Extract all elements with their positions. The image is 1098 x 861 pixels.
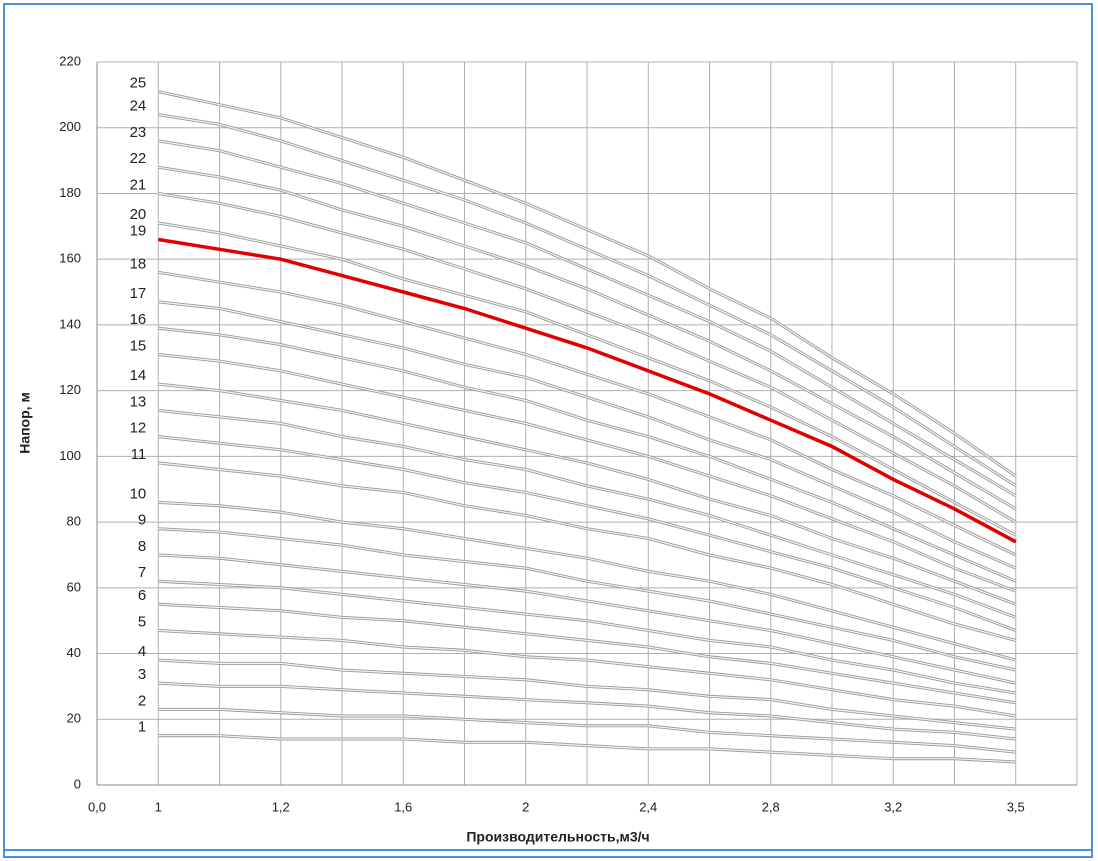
curve-inner <box>158 271 1017 556</box>
series-label: 12 <box>130 420 147 437</box>
series-label: 11 <box>131 446 147 463</box>
series-label: 4 <box>138 643 146 660</box>
series-label: 3 <box>138 666 146 683</box>
curve-inner <box>158 114 1017 487</box>
y-tick-label: 140 <box>59 316 81 331</box>
x-tick-label: 2 <box>522 799 529 814</box>
curve-inner <box>158 353 1017 592</box>
curve-inner <box>158 528 1016 671</box>
y-tick-label: 200 <box>59 119 81 134</box>
curve-inner <box>158 501 1016 661</box>
x-tick-label: 3,5 <box>1007 799 1025 814</box>
y-tick-label: 100 <box>59 448 81 463</box>
series-label: 14 <box>130 367 147 384</box>
curve-inner <box>158 383 1017 605</box>
curve-inner <box>158 682 1016 740</box>
series-label: 19 <box>130 222 147 239</box>
curve-inner <box>158 708 1016 753</box>
curve-inner <box>158 327 1017 582</box>
curve-inner <box>158 91 1017 477</box>
series-label: 20 <box>130 206 147 223</box>
x-tick-label: 2,4 <box>639 799 657 814</box>
curve-inner <box>158 166 1017 510</box>
series-label: 8 <box>138 538 146 555</box>
y-tick-label: 80 <box>67 514 81 529</box>
series-label: 1 <box>138 719 146 736</box>
series-label: 25 <box>130 75 147 92</box>
curve-inner <box>158 580 1016 694</box>
series-label: 7 <box>138 564 146 581</box>
series-label: 16 <box>130 311 147 328</box>
curve-inner <box>158 603 1016 704</box>
x-tick-label: 1 <box>155 799 162 814</box>
curve-inner <box>158 301 1017 569</box>
curve-inner <box>158 140 1017 497</box>
series-label: 22 <box>130 150 147 167</box>
curve-inner <box>158 659 1016 730</box>
x-tick-label: 0,0 <box>88 799 106 814</box>
series-label: 10 <box>130 485 147 502</box>
x-tick-label: 3,2 <box>884 799 902 814</box>
curve-inner <box>158 222 1017 536</box>
series-label: 18 <box>130 255 147 272</box>
series-label: 2 <box>138 692 146 709</box>
curve-inner <box>158 409 1017 618</box>
y-axis-label: Напор, м <box>17 392 33 454</box>
y-tick-label: 20 <box>67 711 81 726</box>
y-tick-label: 60 <box>67 579 81 594</box>
curve-inner <box>158 554 1016 684</box>
series-label: 5 <box>138 614 146 631</box>
series-label: 13 <box>130 393 147 410</box>
y-tick-label: 220 <box>59 53 81 68</box>
series-label: 17 <box>130 285 147 302</box>
series-label: 21 <box>130 176 147 193</box>
y-tick-label: 40 <box>67 645 81 660</box>
curve-inner <box>158 436 1017 632</box>
y-tick-label: 120 <box>59 382 81 397</box>
curve-inner <box>158 629 1016 717</box>
x-tick-label: 1,2 <box>272 799 290 814</box>
curve-inner <box>158 735 1016 763</box>
curve-inner <box>158 462 1016 641</box>
curve <box>158 237 1017 544</box>
y-tick-label: 180 <box>59 185 81 200</box>
y-tick-label: 0 <box>74 776 81 791</box>
series-label: 6 <box>138 587 146 604</box>
x-tick-label: 1,6 <box>394 799 412 814</box>
series-label: 9 <box>138 512 146 529</box>
series-label: 24 <box>130 98 147 115</box>
series-label: 15 <box>130 337 147 354</box>
curve-inner <box>158 192 1017 523</box>
x-axis-label: Производительность,м3/ч <box>466 829 649 845</box>
x-tick-label: 2,8 <box>762 799 780 814</box>
series-label: 23 <box>130 124 147 141</box>
y-tick-label: 160 <box>59 251 81 266</box>
